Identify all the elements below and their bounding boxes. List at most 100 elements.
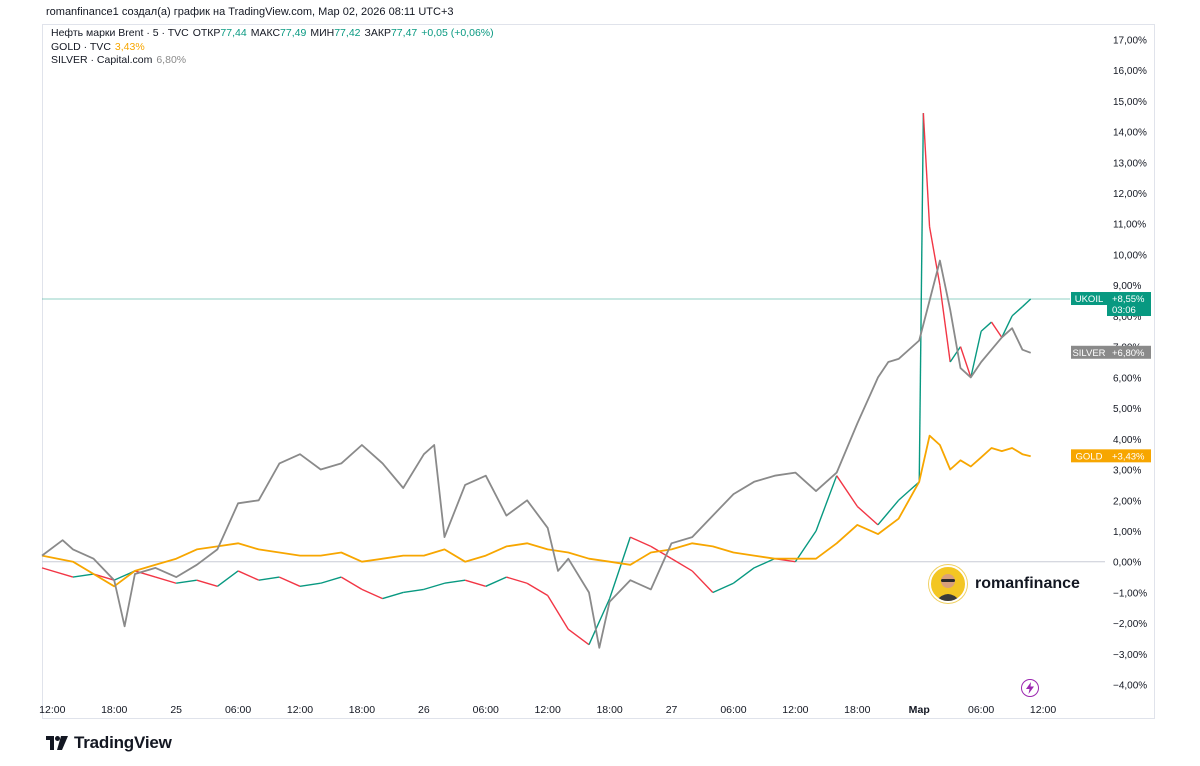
x-tick-label: 26 <box>418 704 430 716</box>
ukoil-candle-segment <box>567 628 590 646</box>
legend-silver[interactable]: SILVER · Capital.com 6,80% <box>51 54 494 68</box>
ukoil-candle-segment <box>928 226 941 286</box>
silver-value-label: +6,80% <box>1112 348 1145 359</box>
ukoil-candle-segment <box>794 530 817 563</box>
ukoil-candle-segment <box>464 579 486 587</box>
legend-gold-value: 3,43% <box>114 40 145 53</box>
x-tick-label: 06:00 <box>720 704 746 716</box>
y-tick-label: 10,00% <box>1113 250 1147 261</box>
ukoil-candle-segment <box>753 558 776 569</box>
legend-high-label: МАКС <box>250 27 281 39</box>
legend-low-label: МИН <box>310 27 335 39</box>
y-tick-label: 2,00% <box>1113 496 1141 507</box>
ukoil-candle-segment <box>72 573 94 578</box>
ukoil-candle-segment <box>1021 298 1032 308</box>
watermark-name: romanfinance <box>975 575 1080 592</box>
gold-tag-name: GOLD <box>1076 451 1103 462</box>
ukoil-candle-segment <box>547 595 569 630</box>
legend-open-label: ОТКР <box>192 27 221 39</box>
legend-gold-symbol: GOLD · TVC <box>51 40 111 53</box>
x-tick-label: 18:00 <box>596 704 622 716</box>
ukoil-candle-segment <box>877 499 900 526</box>
x-tick-label: 27 <box>666 704 678 716</box>
x-tick-label: 12:00 <box>287 704 313 716</box>
ukoil-candle-segment <box>403 588 424 594</box>
y-tick-label: 3,00% <box>1113 466 1141 477</box>
y-tick-label: −3,00% <box>1113 650 1147 661</box>
x-tick-label: 12:00 <box>535 704 561 716</box>
ukoil-candle-segment <box>320 576 342 584</box>
y-tick-label: −1,00% <box>1113 588 1147 599</box>
ukoil-candle-segment <box>712 582 734 594</box>
ukoil-candle-segment <box>506 576 528 584</box>
ukoil-candle-segment <box>134 570 156 578</box>
gold-value-label: +3,43% <box>1112 451 1145 462</box>
legend-silver-value: 6,80% <box>156 54 187 66</box>
gold-value-badge <box>1107 449 1151 463</box>
ukoil-candle-segment <box>485 576 507 587</box>
ukoil-countdown-label: 03:06 <box>1112 305 1136 316</box>
ukoil-value-label: +8,55% <box>1112 294 1145 305</box>
y-tick-label: 4,00% <box>1113 435 1141 446</box>
ukoil-candle-segment <box>918 113 925 482</box>
ukoil-candle-segment <box>258 576 280 581</box>
y-tick-label: 15,00% <box>1113 97 1147 108</box>
x-tick-label: 06:00 <box>968 704 994 716</box>
y-tick-label: 16,00% <box>1113 66 1147 77</box>
x-tick-label: 06:00 <box>473 704 499 716</box>
author-watermark: romanfinance <box>929 565 1080 603</box>
ukoil-candle-segment <box>1001 315 1013 338</box>
x-tick-label: 18:00 <box>349 704 375 716</box>
logo-text: TradingView <box>74 733 172 752</box>
ukoil-candle-segment <box>970 331 982 378</box>
silver-tag-badge <box>1071 345 1107 359</box>
chart-frame <box>42 24 1155 719</box>
ukoil-candle-segment <box>608 536 631 599</box>
x-tick-label: Мар <box>909 704 930 716</box>
ukoil-candle-segment <box>650 545 672 560</box>
y-tick-label: 12,00% <box>1113 189 1147 200</box>
ukoil-candle-segment <box>898 481 920 501</box>
ukoil-candle-segment <box>1011 306 1023 317</box>
legend: Нефть марки Brent · 5 · TVC ОТКР 77,44 МА… <box>51 27 494 68</box>
ukoil-candle-segment <box>939 285 951 363</box>
legend-high-value: 77,49 <box>280 27 307 39</box>
y-tick-label: 14,00% <box>1113 128 1147 139</box>
legend-open-value: 77,44 <box>220 27 247 39</box>
ukoil-candle-segment <box>629 536 652 548</box>
gold-series-line <box>41 434 1031 588</box>
lightning-icon[interactable] <box>1021 679 1039 697</box>
silver-value-badge <box>1107 345 1151 359</box>
y-tick-label: 13,00% <box>1113 158 1147 169</box>
ukoil-candle-segment <box>41 567 74 578</box>
y-tick-label: 11,00% <box>1113 220 1146 231</box>
x-tick-label: 18:00 <box>101 704 127 716</box>
silver-series-line <box>41 259 1032 649</box>
avatar-icon <box>929 565 967 603</box>
ukoil-candle-segment <box>959 346 972 378</box>
x-tick-label: 18:00 <box>844 704 870 716</box>
y-tick-label: 8,00% <box>1113 312 1141 323</box>
y-tick-label: −4,00% <box>1113 681 1147 692</box>
chart-header-title: romanfinance1 создал(а) график на Tradin… <box>46 6 454 18</box>
ukoil-candle-segment <box>176 579 197 584</box>
y-tick-label: 9,00% <box>1113 281 1141 292</box>
ukoil-candle-segment <box>733 567 755 584</box>
legend-main[interactable]: Нефть марки Brent · 5 · TVC ОТКР 77,44 МА… <box>51 27 494 41</box>
ukoil-candle-segment <box>196 579 218 587</box>
ukoil-candle-segment <box>361 588 383 600</box>
x-tick-label: 12:00 <box>782 704 808 716</box>
legend-change-value: +0,05 (+0,06%) <box>421 27 494 39</box>
y-tick-label: 6,00% <box>1113 373 1141 384</box>
ukoil-candle-segment <box>691 570 714 593</box>
gold-tag-badge <box>1071 449 1107 463</box>
legend-main-symbol: Нефть марки Brent · 5 · TVC <box>51 27 189 39</box>
x-tick-label: 06:00 <box>225 704 251 716</box>
ukoil-candle-segment <box>949 346 962 363</box>
legend-silver-symbol: SILVER · Capital.com <box>51 54 153 66</box>
tradingview-logo[interactable]: TradingView <box>46 733 172 753</box>
ukoil-candle-segment <box>299 582 321 588</box>
x-tick-label: 25 <box>170 704 182 716</box>
legend-gold[interactable]: GOLD · TVC 3,43% <box>51 41 494 55</box>
